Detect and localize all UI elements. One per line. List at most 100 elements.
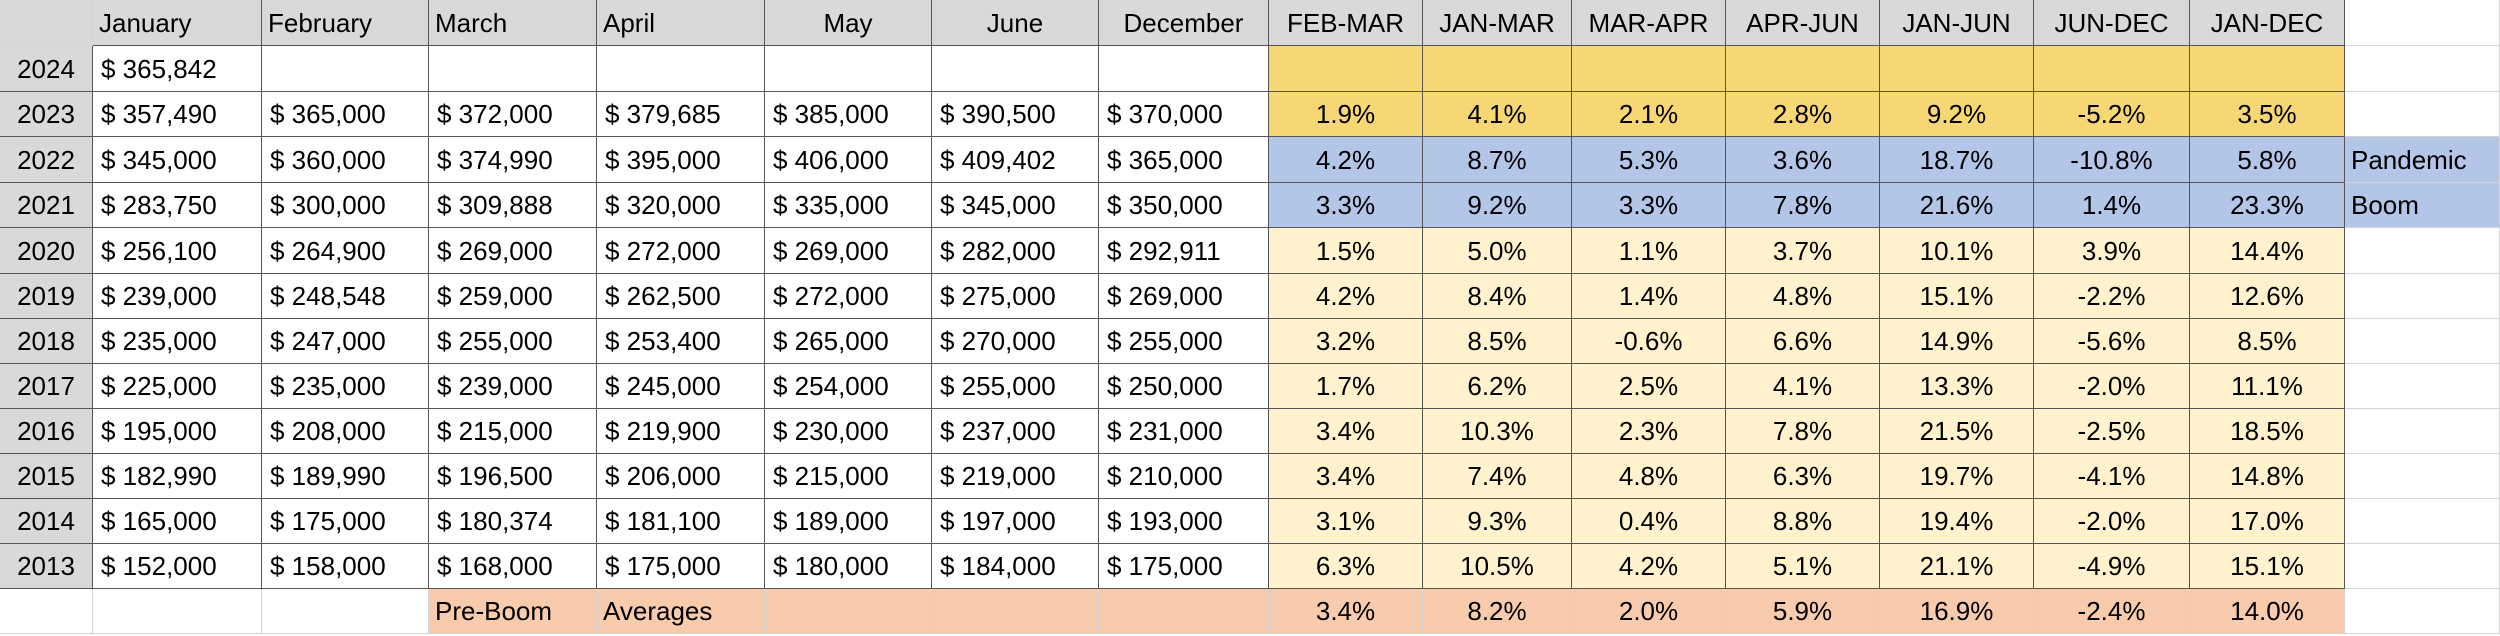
average-value-cell[interactable]: 8.2%	[1423, 589, 1572, 634]
percent-change-cell[interactable]: -0.6%	[1572, 319, 1726, 364]
price-cell[interactable]: $ 365,000	[1099, 137, 1269, 183]
price-cell[interactable]: $ 292,911	[1099, 228, 1269, 274]
column-header[interactable]: JAN-DEC	[2190, 0, 2345, 46]
percent-change-cell[interactable]	[1269, 46, 1423, 92]
year-cell[interactable]: 2019	[0, 274, 93, 319]
price-cell[interactable]: $ 255,000	[1099, 319, 1269, 364]
percent-change-cell[interactable]: 1.4%	[2034, 183, 2190, 228]
percent-change-cell[interactable]: 5.8%	[2190, 137, 2345, 183]
percent-change-cell[interactable]	[1880, 46, 2034, 92]
percent-change-cell[interactable]: -2.2%	[2034, 274, 2190, 319]
column-header[interactable]: January	[93, 0, 262, 46]
price-cell[interactable]: $ 180,374	[429, 499, 597, 544]
empty-cell[interactable]	[2345, 364, 2500, 409]
empty-cell[interactable]	[93, 589, 262, 634]
price-cell[interactable]: $ 250,000	[1099, 364, 1269, 409]
price-cell[interactable]: $ 215,000	[765, 454, 932, 499]
percent-change-cell[interactable]: 7.8%	[1726, 183, 1880, 228]
empty-cell[interactable]	[2345, 274, 2500, 319]
price-cell[interactable]: $ 406,000	[765, 137, 932, 183]
price-cell[interactable]: $ 206,000	[597, 454, 765, 499]
price-cell[interactable]: $ 409,402	[932, 137, 1099, 183]
price-cell[interactable]: $ 379,685	[597, 92, 765, 137]
percent-change-cell[interactable]: 4.2%	[1269, 274, 1423, 319]
percent-change-cell[interactable]	[2190, 46, 2345, 92]
price-cell[interactable]: $ 365,000	[262, 92, 429, 137]
column-header[interactable]: April	[597, 0, 765, 46]
percent-change-cell[interactable]: 1.5%	[1269, 228, 1423, 274]
price-cell[interactable]: $ 180,000	[765, 544, 932, 589]
percent-change-cell[interactable]: 7.4%	[1423, 454, 1572, 499]
price-cell[interactable]: $ 245,000	[597, 364, 765, 409]
price-cell[interactable]: $ 253,400	[597, 319, 765, 364]
price-cell[interactable]	[1099, 46, 1269, 92]
percent-change-cell[interactable]: 19.4%	[1880, 499, 2034, 544]
price-cell[interactable]: $ 189,000	[765, 499, 932, 544]
price-cell[interactable]: $ 235,000	[262, 364, 429, 409]
percent-change-cell[interactable]: 3.7%	[1726, 228, 1880, 274]
percent-change-cell[interactable]: 1.4%	[1572, 274, 1726, 319]
percent-change-cell[interactable]: 3.4%	[1269, 454, 1423, 499]
price-cell[interactable]: $ 168,000	[429, 544, 597, 589]
price-cell[interactable]: $ 269,000	[1099, 274, 1269, 319]
price-cell[interactable]: $ 152,000	[93, 544, 262, 589]
year-cell[interactable]: 2021	[0, 183, 93, 228]
price-cell[interactable]: $ 248,548	[262, 274, 429, 319]
year-cell[interactable]: 2017	[0, 364, 93, 409]
price-cell[interactable]: $ 239,000	[429, 364, 597, 409]
column-header[interactable]: JUN-DEC	[2034, 0, 2190, 46]
percent-change-cell[interactable]: 18.7%	[1880, 137, 2034, 183]
price-cell[interactable]: $ 255,000	[932, 364, 1099, 409]
year-cell[interactable]: 2016	[0, 409, 93, 454]
average-value-cell[interactable]: 2.0%	[1572, 589, 1726, 634]
price-cell[interactable]: $ 372,000	[429, 92, 597, 137]
percent-change-cell[interactable]: 14.4%	[2190, 228, 2345, 274]
price-cell[interactable]: $ 215,000	[429, 409, 597, 454]
price-cell[interactable]: $ 275,000	[932, 274, 1099, 319]
percent-change-cell[interactable]: 23.3%	[2190, 183, 2345, 228]
year-cell[interactable]: 2024	[0, 46, 93, 92]
average-value-cell[interactable]: 14.0%	[2190, 589, 2345, 634]
price-cell[interactable]: $ 195,000	[93, 409, 262, 454]
percent-change-cell[interactable]: -5.6%	[2034, 319, 2190, 364]
empty-cell[interactable]	[2345, 319, 2500, 364]
year-cell[interactable]: 2014	[0, 499, 93, 544]
average-value-cell[interactable]: 3.4%	[1269, 589, 1423, 634]
price-cell[interactable]: $ 254,000	[765, 364, 932, 409]
percent-change-cell[interactable]: 8.4%	[1423, 274, 1572, 319]
percent-change-cell[interactable]: 6.3%	[1726, 454, 1880, 499]
year-cell[interactable]: 2015	[0, 454, 93, 499]
percent-change-cell[interactable]: 10.3%	[1423, 409, 1572, 454]
price-cell[interactable]: $ 374,990	[429, 137, 597, 183]
percent-change-cell[interactable]: 14.9%	[1880, 319, 2034, 364]
empty-cell[interactable]	[2345, 46, 2500, 92]
price-cell[interactable]: $ 259,000	[429, 274, 597, 319]
price-cell[interactable]	[765, 46, 932, 92]
percent-change-cell[interactable]: 4.8%	[1572, 454, 1726, 499]
empty-cell[interactable]	[2345, 544, 2500, 589]
percent-change-cell[interactable]: 21.6%	[1880, 183, 2034, 228]
percent-change-cell[interactable]: 8.7%	[1423, 137, 1572, 183]
header-corner-cell[interactable]	[0, 0, 93, 46]
percent-change-cell[interactable]: 3.4%	[1269, 409, 1423, 454]
percent-change-cell[interactable]: 2.3%	[1572, 409, 1726, 454]
column-header[interactable]: June	[932, 0, 1099, 46]
percent-change-cell[interactable]: 19.7%	[1880, 454, 2034, 499]
percent-change-cell[interactable]: 21.1%	[1880, 544, 2034, 589]
price-cell[interactable]: $ 335,000	[765, 183, 932, 228]
column-header[interactable]: December	[1099, 0, 1269, 46]
price-cell[interactable]: $ 309,888	[429, 183, 597, 228]
price-cell[interactable]: $ 272,000	[765, 274, 932, 319]
price-cell[interactable]: $ 365,842	[93, 46, 262, 92]
price-cell[interactable]: $ 264,900	[262, 228, 429, 274]
percent-change-cell[interactable]: -4.9%	[2034, 544, 2190, 589]
percent-change-cell[interactable]: 10.1%	[1880, 228, 2034, 274]
percent-change-cell[interactable]: 8.5%	[2190, 319, 2345, 364]
percent-change-cell[interactable]: 15.1%	[1880, 274, 2034, 319]
average-value-cell[interactable]: 16.9%	[1880, 589, 2034, 634]
percent-change-cell[interactable]: -5.2%	[2034, 92, 2190, 137]
price-cell[interactable]: $ 262,500	[597, 274, 765, 319]
percent-change-cell[interactable]: 3.2%	[1269, 319, 1423, 364]
percent-change-cell[interactable]: 1.7%	[1269, 364, 1423, 409]
column-header[interactable]: May	[765, 0, 932, 46]
